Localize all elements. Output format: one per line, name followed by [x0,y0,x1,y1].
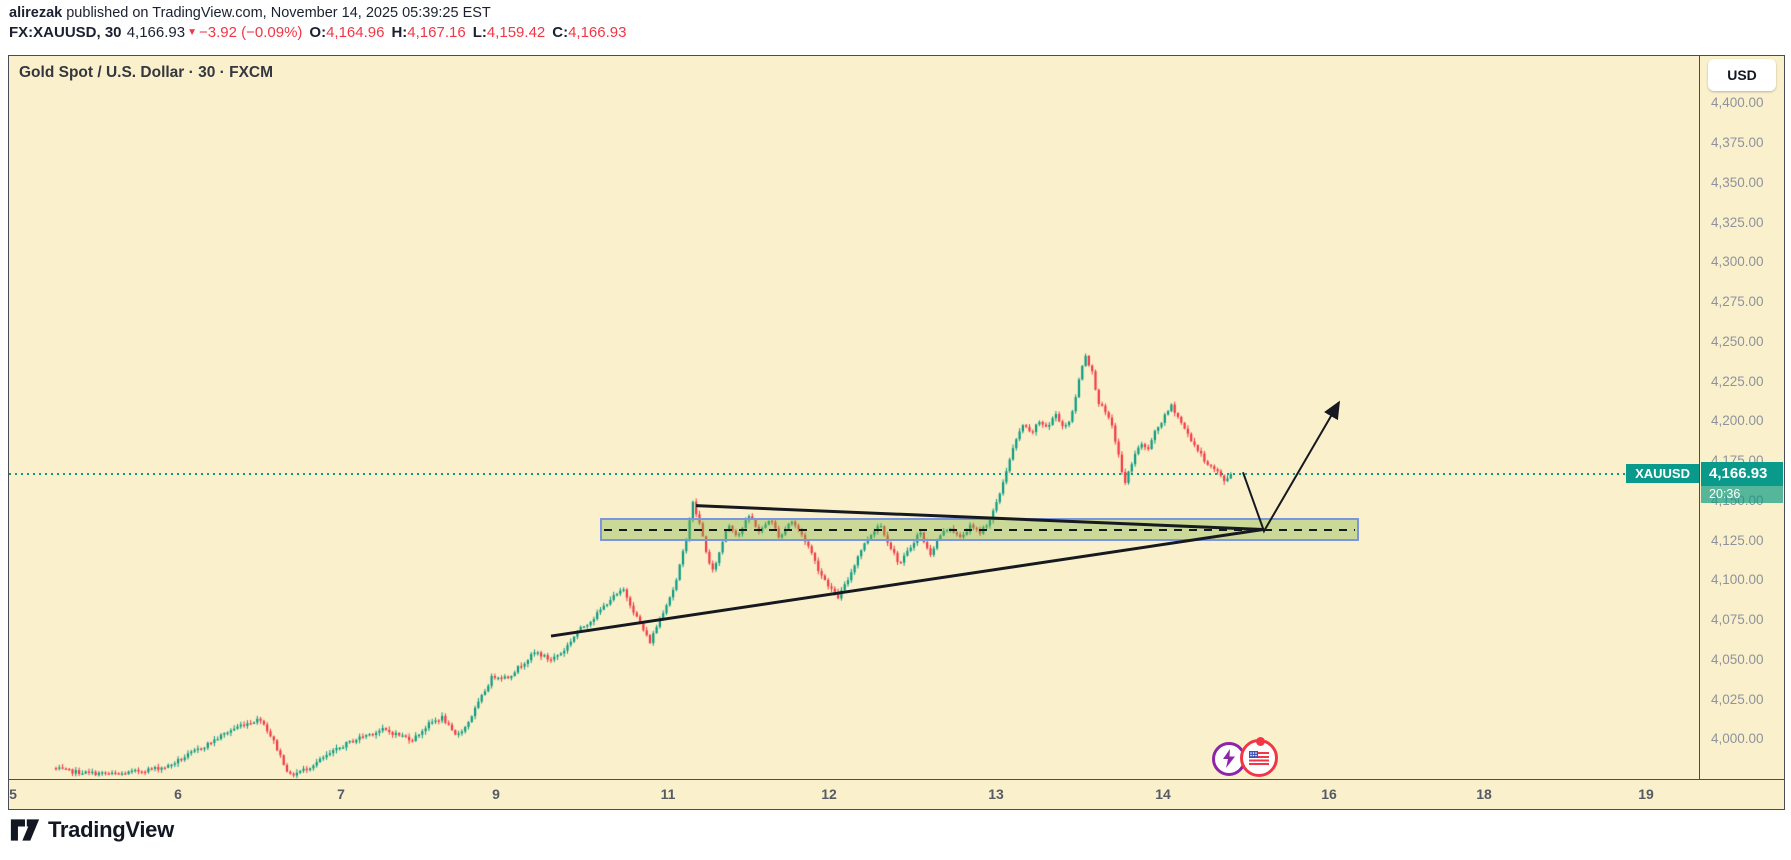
price-tick: 4,275.00 [1711,294,1764,310]
high-label: H: [391,24,408,41]
countdown-box: 20:36 [1701,485,1783,503]
low-label: L: [472,24,487,41]
annotations-overlay [550,400,1341,638]
price-tick: 4,225.00 [1711,373,1764,389]
price-tick: 4,350.00 [1711,174,1764,190]
price-tick: 4,075.00 [1711,612,1764,628]
last-price-box: 4,166.93 [1701,461,1783,486]
price-tick: 4,200.00 [1711,413,1764,429]
price-tick: 4,025.00 [1711,691,1764,707]
tradingview-logo-icon [10,819,40,841]
currency-button[interactable]: USD [1708,59,1776,91]
time-tick: 16 [1321,786,1337,802]
time-tick: 7 [337,786,345,802]
price-tick: 4,000.00 [1711,731,1764,747]
time-tick: 12 [821,786,837,802]
time-tick: 13 [988,786,1004,802]
time-axis[interactable]: 5 6 7 9 11 12 13 14 16 18 19 [9,779,1784,809]
price-tick: 4,100.00 [1711,572,1764,588]
time-tick: 6 [174,786,182,802]
price-change: −3.92 (−0.09%) [199,24,303,41]
projection-arrow [1242,400,1341,534]
plot-area[interactable]: Gold Spot / U.S. Dollar · 30 · FXCM [9,56,1700,779]
low-value: 4,159.42 [486,24,546,41]
symbol-price-chip: XAUUSD [1626,464,1699,484]
symbol-interval: FX:XAUUSD, 30 [9,24,122,41]
time-tick: 11 [660,786,676,802]
price-tick: 4,375.00 [1711,135,1764,151]
zone-dashed-line [604,528,1355,531]
time-tick: 9 [492,786,500,802]
time-tick: 5 [9,786,17,802]
tradingview-logo-text: TradingView [48,817,174,842]
price-tick: 4,325.00 [1711,214,1764,230]
time-tick: 14 [1155,786,1171,802]
open-label: O: [309,24,327,41]
time-tick: 19 [1638,786,1654,802]
tradingview-logo[interactable]: TradingView [10,817,174,843]
open-value: 4,164.96 [326,24,385,41]
price-tick: 4,250.00 [1711,333,1764,349]
us-economic-event-badge[interactable] [1240,737,1278,777]
price-tick: 4,125.00 [1711,532,1764,548]
chart-frame: Gold Spot / U.S. Dollar · 30 · FXCM [8,55,1785,810]
price-tick: 4,050.00 [1711,651,1764,667]
trendline-upper [695,504,1264,532]
trendline-lower [550,528,1264,638]
down-triangle-icon: ▼ [187,27,197,38]
high-value: 4,167.16 [407,24,466,41]
price-tick: 4,400.00 [1711,95,1764,111]
us-flag-icon [1249,751,1269,765]
candles-canvas [9,56,1699,779]
lightning-icon [1223,749,1235,768]
time-tick: 18 [1476,786,1492,802]
author-name: alirezak [9,5,63,21]
chart-title: Gold Spot / U.S. Dollar · 30 · FXCM [19,64,274,81]
publish-info: published on TradingView.com, November 1… [62,5,491,21]
close-label: C: [552,24,569,41]
publish-header: alirezak published on TradingView.com, N… [9,5,491,21]
notification-dot [1256,737,1265,746]
price-tick: 4,300.00 [1711,254,1764,270]
last-price-text: 4,166.93 [126,24,186,41]
symbol-ohlc-row: FX:XAUUSD, 30 4,166.93 ▼ −3.92 (−0.09%) O:4… [9,24,626,41]
price-axis[interactable]: USD 4,166.93 20:36 4,400.00 4,375.00 4,350… [1700,56,1784,779]
close-value: 4,166.93 [568,24,627,41]
